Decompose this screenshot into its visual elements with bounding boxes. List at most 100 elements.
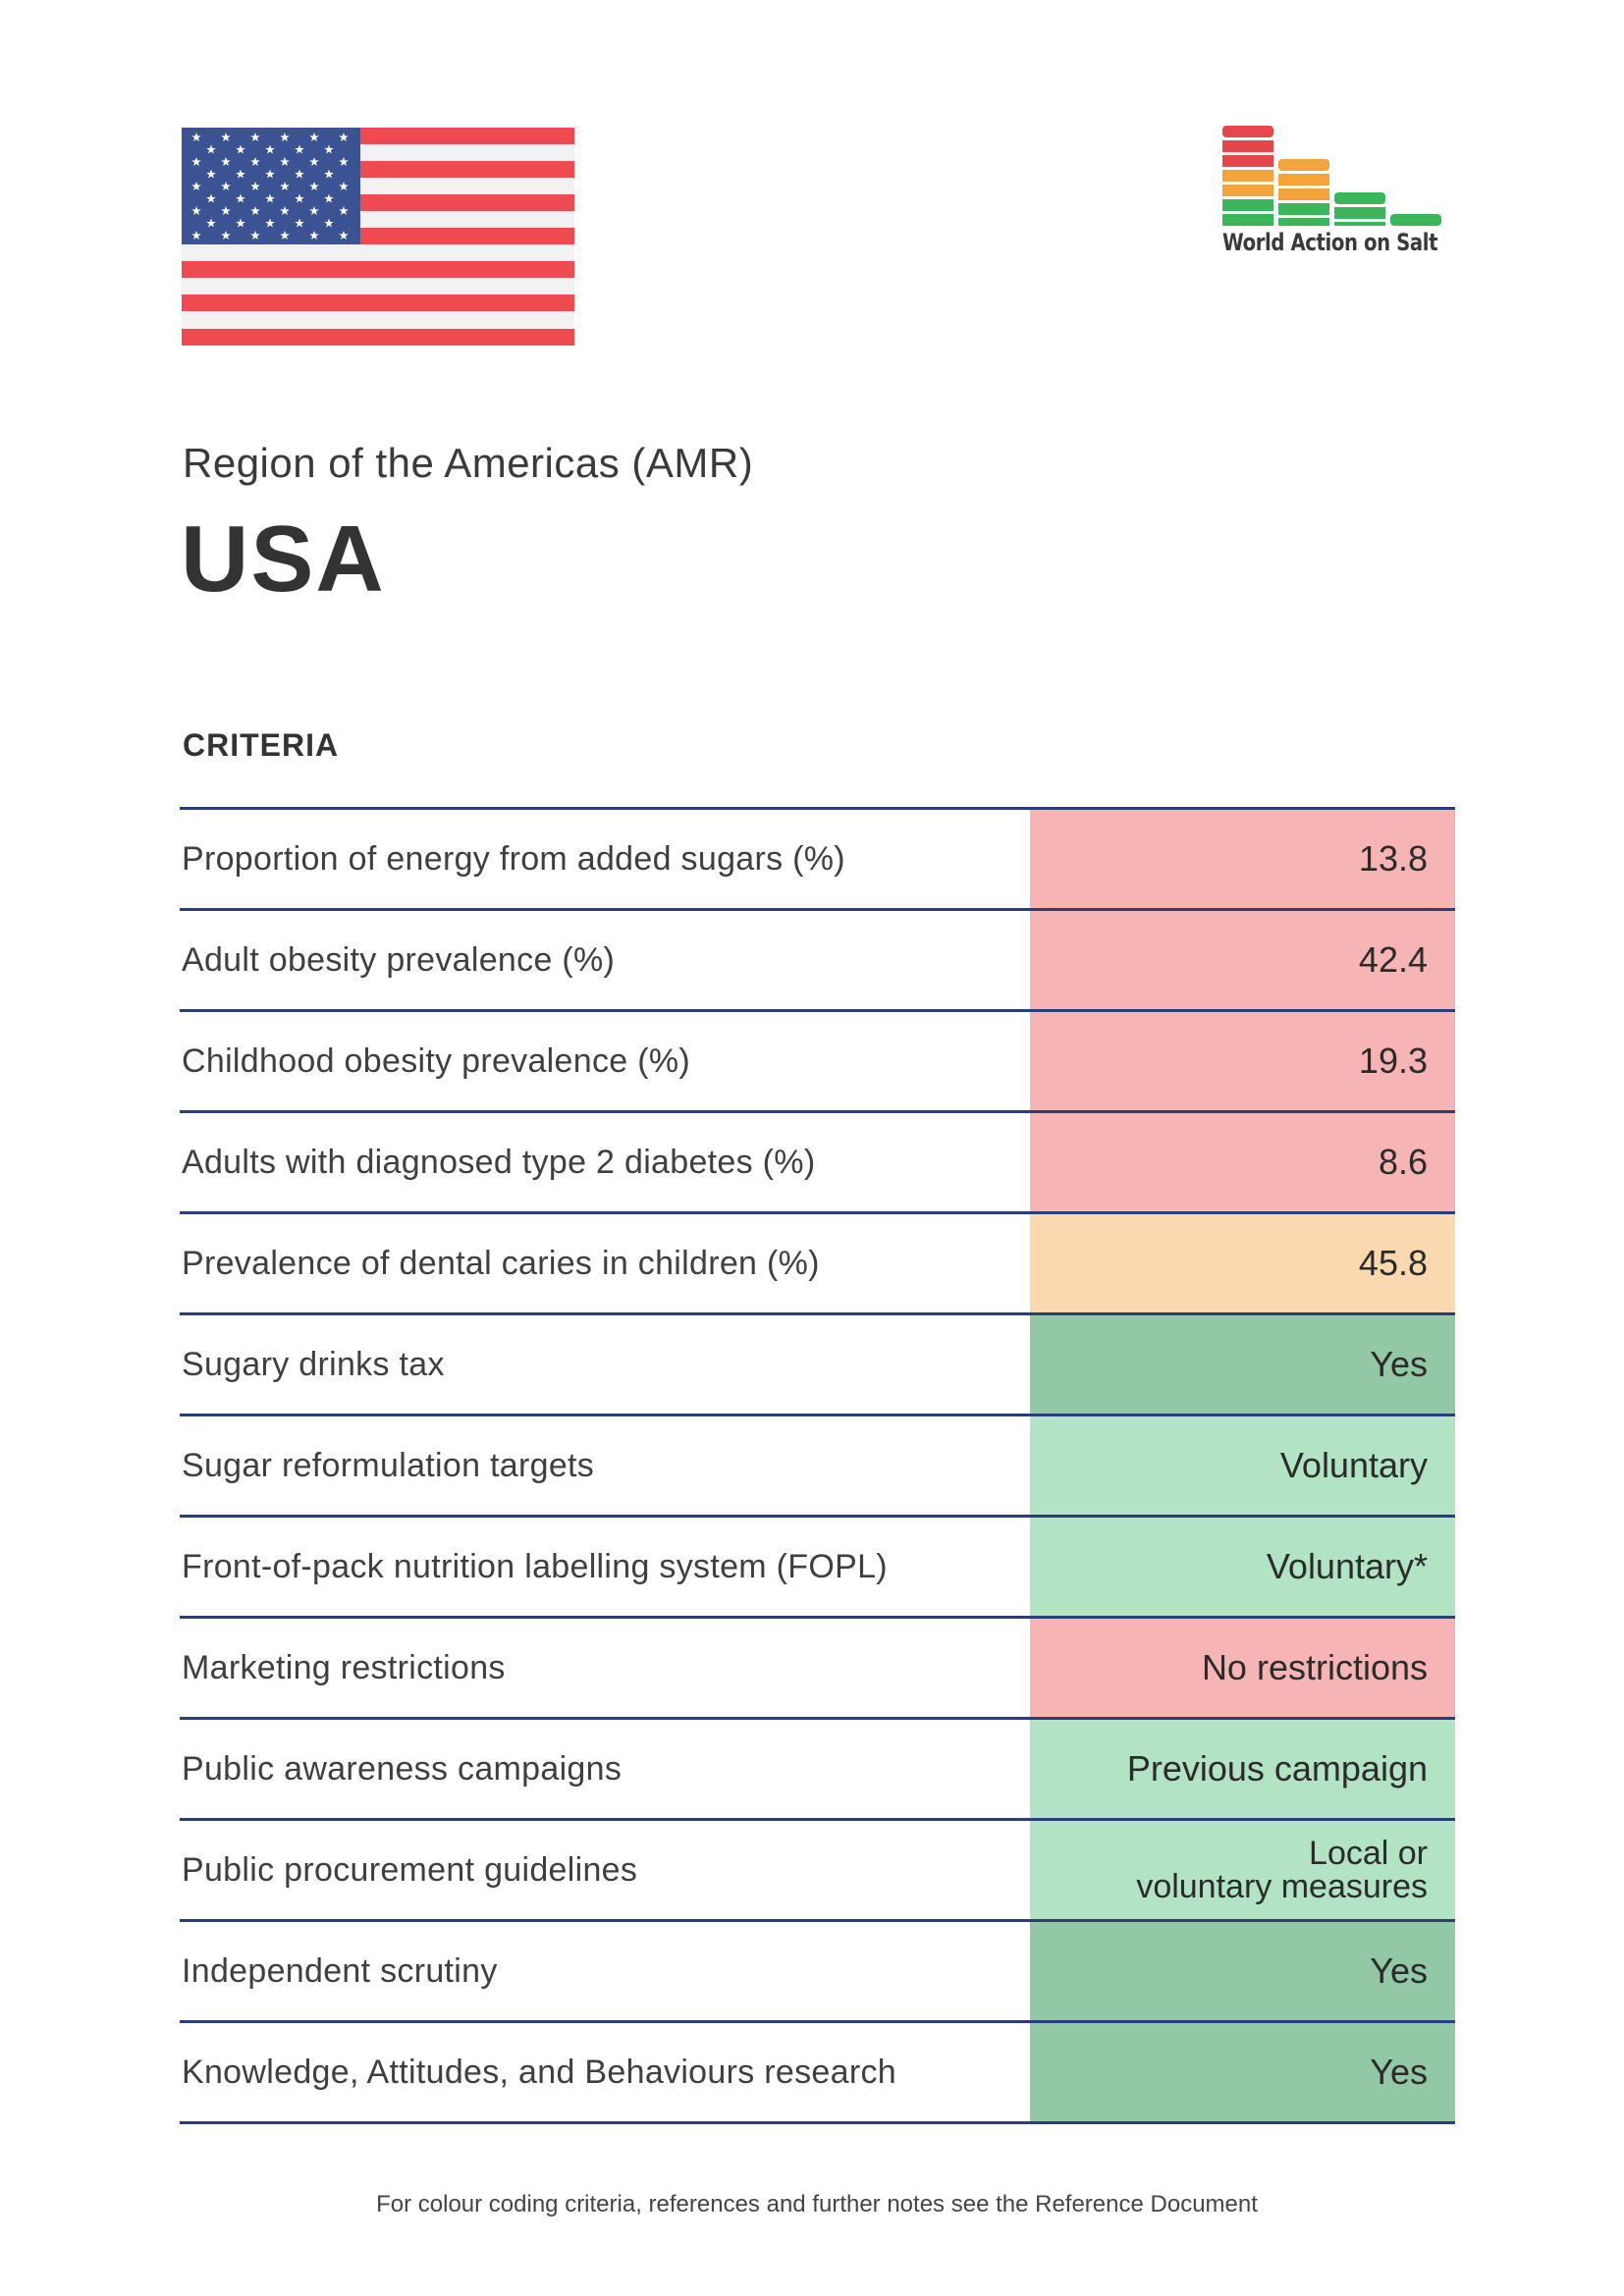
usa-flag-image bbox=[182, 128, 574, 346]
table-row: Childhood obesity prevalence (%) 19.3 bbox=[180, 1012, 1455, 1113]
criteria-label: Adult obesity prevalence (%) bbox=[182, 940, 616, 979]
world-action-on-salt-logo: World Action on Salt bbox=[1222, 126, 1448, 263]
star-icon bbox=[221, 231, 231, 240]
star-icon bbox=[250, 231, 260, 240]
criteria-value-line: Local or bbox=[1309, 1835, 1428, 1872]
star-icon bbox=[206, 169, 216, 179]
criteria-value: 8.6 bbox=[1030, 1113, 1455, 1211]
star-icon bbox=[250, 206, 260, 216]
star-icon bbox=[309, 231, 319, 240]
star-icon bbox=[309, 133, 319, 142]
criteria-value: Voluntary bbox=[1030, 1416, 1455, 1515]
criteria-value: Yes bbox=[1030, 2023, 1455, 2121]
star-icon bbox=[191, 206, 201, 216]
criteria-label: Prevalence of dental caries in children … bbox=[182, 1244, 820, 1282]
criteria-value: Yes bbox=[1030, 1315, 1455, 1414]
star-icon bbox=[280, 231, 290, 240]
star-icon bbox=[206, 193, 216, 203]
star-icon bbox=[324, 144, 334, 154]
star-icon bbox=[250, 157, 260, 167]
star-icon bbox=[191, 133, 201, 142]
criteria-label: Proportion of energy from added sugars (… bbox=[182, 839, 845, 878]
table-row: Independent scrutiny Yes bbox=[180, 1922, 1455, 2023]
table-row: Sugar reformulation targets Voluntary bbox=[180, 1416, 1455, 1518]
star-icon bbox=[324, 218, 334, 228]
criteria-label: Marketing restrictions bbox=[182, 1648, 506, 1686]
criteria-value: No restrictions bbox=[1030, 1619, 1455, 1717]
star-icon bbox=[295, 169, 304, 179]
star-icon bbox=[295, 218, 304, 228]
star-icon bbox=[280, 157, 290, 167]
star-icon bbox=[221, 206, 231, 216]
star-icon bbox=[339, 157, 349, 167]
criteria-value: Voluntary* bbox=[1030, 1518, 1455, 1616]
criteria-label: Sugar reformulation targets bbox=[182, 1446, 595, 1484]
star-icon bbox=[236, 169, 245, 179]
star-icon bbox=[295, 144, 304, 154]
footer-note: For colour coding criteria, references a… bbox=[376, 2191, 1258, 2217]
criteria-value-line: voluntary measures bbox=[1136, 1868, 1428, 1905]
star-icon bbox=[250, 182, 260, 191]
star-icon bbox=[206, 144, 216, 154]
star-icon bbox=[339, 206, 349, 216]
star-icon bbox=[265, 193, 275, 203]
star-icon bbox=[339, 133, 349, 142]
table-row: Knowledge, Attitudes, and Behaviours res… bbox=[180, 2023, 1455, 2124]
criteria-label: Knowledge, Attitudes, and Behaviours res… bbox=[182, 2053, 896, 2091]
table-row: Adult obesity prevalence (%) 42.4 bbox=[180, 911, 1455, 1012]
criteria-label: Childhood obesity prevalence (%) bbox=[182, 1041, 690, 1080]
star-icon bbox=[309, 182, 319, 191]
region-title: Region of the Americas (AMR) bbox=[183, 440, 754, 486]
star-icon bbox=[221, 157, 231, 167]
criteria-label: Adults with diagnosed type 2 diabetes (%… bbox=[182, 1143, 816, 1181]
star-icon bbox=[309, 206, 319, 216]
star-icon bbox=[236, 193, 245, 203]
star-icon bbox=[280, 182, 290, 191]
table-row: Prevalence of dental caries in children … bbox=[180, 1214, 1455, 1315]
star-icon bbox=[280, 133, 290, 142]
criteria-value: 45.8 bbox=[1030, 1214, 1455, 1312]
criteria-value: 42.4 bbox=[1030, 911, 1455, 1009]
star-icon bbox=[280, 206, 290, 216]
star-icon bbox=[191, 231, 201, 240]
table-row: Front-of-pack nutrition labelling system… bbox=[180, 1518, 1455, 1619]
criteria-value: 19.3 bbox=[1030, 1012, 1455, 1110]
star-icon bbox=[265, 144, 275, 154]
salt-bars-icon bbox=[1222, 126, 1441, 226]
star-icon bbox=[265, 218, 275, 228]
star-icon bbox=[339, 182, 349, 191]
table-row: Public procurement guidelines Local or v… bbox=[180, 1821, 1455, 1922]
star-icon bbox=[295, 193, 304, 203]
criteria-label: Public awareness campaigns bbox=[182, 1749, 623, 1788]
criteria-value: Yes bbox=[1030, 1922, 1455, 2020]
table-row: Public awareness campaigns Previous camp… bbox=[180, 1720, 1455, 1821]
star-icon bbox=[309, 157, 319, 167]
criteria-value: 13.8 bbox=[1030, 810, 1455, 908]
star-icon bbox=[324, 169, 334, 179]
logo-text: World Action on Salt bbox=[1222, 229, 1438, 256]
criteria-value: Local or voluntary measures bbox=[1030, 1821, 1455, 1919]
star-icon bbox=[191, 182, 201, 191]
criteria-label: Independent scrutiny bbox=[182, 1951, 498, 1990]
star-icon bbox=[265, 169, 275, 179]
criteria-heading: CRITERIA bbox=[183, 727, 340, 763]
country-title: USA bbox=[181, 507, 386, 612]
criteria-label: Front-of-pack nutrition labelling system… bbox=[182, 1547, 888, 1585]
criteria-label: Public procurement guidelines bbox=[182, 1850, 638, 1889]
star-icon bbox=[236, 218, 245, 228]
table-row: Marketing restrictions No restrictions bbox=[180, 1619, 1455, 1720]
star-icon bbox=[236, 144, 245, 154]
table-row: Sugary drinks tax Yes bbox=[180, 1315, 1455, 1416]
star-icon bbox=[339, 231, 349, 240]
star-icon bbox=[191, 157, 201, 167]
table-row: Adults with diagnosed type 2 diabetes (%… bbox=[180, 1113, 1455, 1214]
criteria-label: Sugary drinks tax bbox=[182, 1345, 445, 1383]
table-row: Proportion of energy from added sugars (… bbox=[180, 810, 1455, 911]
criteria-table: Proportion of energy from added sugars (… bbox=[180, 807, 1455, 2124]
star-icon bbox=[250, 133, 260, 142]
star-icon bbox=[324, 193, 334, 203]
star-icon bbox=[221, 133, 231, 142]
star-icon bbox=[206, 218, 216, 228]
criteria-value: Previous campaign bbox=[1030, 1720, 1455, 1818]
star-icon bbox=[221, 182, 231, 191]
